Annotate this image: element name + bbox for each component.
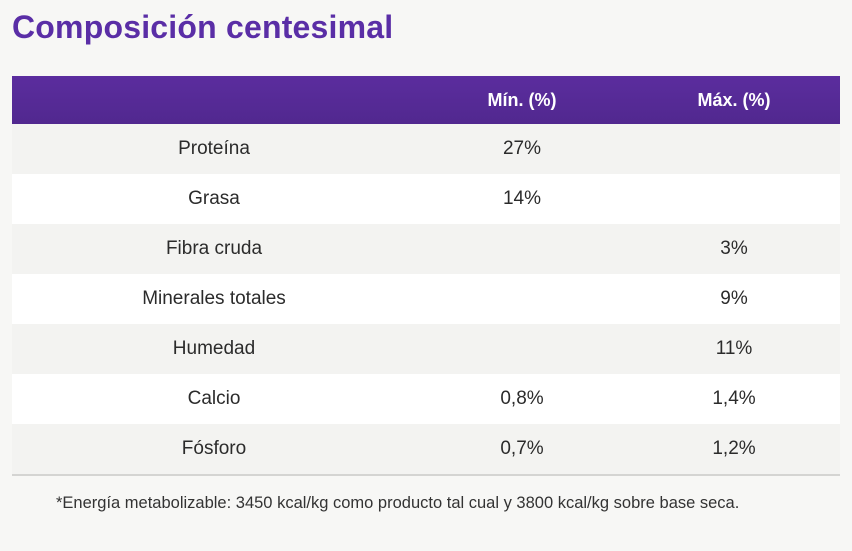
table-row: Fósforo 0,7% 1,2% <box>12 424 840 474</box>
composition-table: Mín. (%) Máx. (%) Proteína 27% Grasa 14%… <box>12 76 840 476</box>
table-row: Proteína 27% <box>12 124 840 174</box>
header-max: Máx. (%) <box>697 89 771 110</box>
nutrient-name: Grasa <box>188 188 240 209</box>
table-header: Mín. (%) Máx. (%) <box>12 76 840 124</box>
footnote: *Energía metabolizable: 3450 kcal/kg com… <box>56 494 740 512</box>
min-value: 14% <box>502 188 542 209</box>
max-value: 1,4% <box>712 388 756 409</box>
nutrient-name: Fósforo <box>181 438 247 459</box>
nutrient-name: Fibra cruda <box>165 238 263 259</box>
table-divider <box>12 474 840 476</box>
nutrient-name: Humedad <box>172 338 256 359</box>
max-value: 1,2% <box>712 438 756 459</box>
header-min: Mín. (%) <box>487 89 557 110</box>
table-row: Minerales totales 9% <box>12 274 840 324</box>
table-row: Fibra cruda 3% <box>12 224 840 274</box>
nutrient-name: Proteína <box>178 138 250 159</box>
max-value: 11% <box>715 338 753 359</box>
min-value: 0,7% <box>500 438 544 459</box>
table-row: Calcio 0,8% 1,4% <box>12 374 840 424</box>
nutrient-name: Minerales totales <box>142 288 286 309</box>
page-title: Composición centesimal <box>12 9 394 45</box>
table-row: Humedad 11% <box>12 324 840 374</box>
min-value: 27% <box>502 138 542 159</box>
max-value: 9% <box>720 288 748 309</box>
max-value: 3% <box>720 238 748 259</box>
min-value: 0,8% <box>500 388 544 409</box>
nutrient-name: Calcio <box>187 388 241 409</box>
table-row: Grasa 14% <box>12 174 840 224</box>
